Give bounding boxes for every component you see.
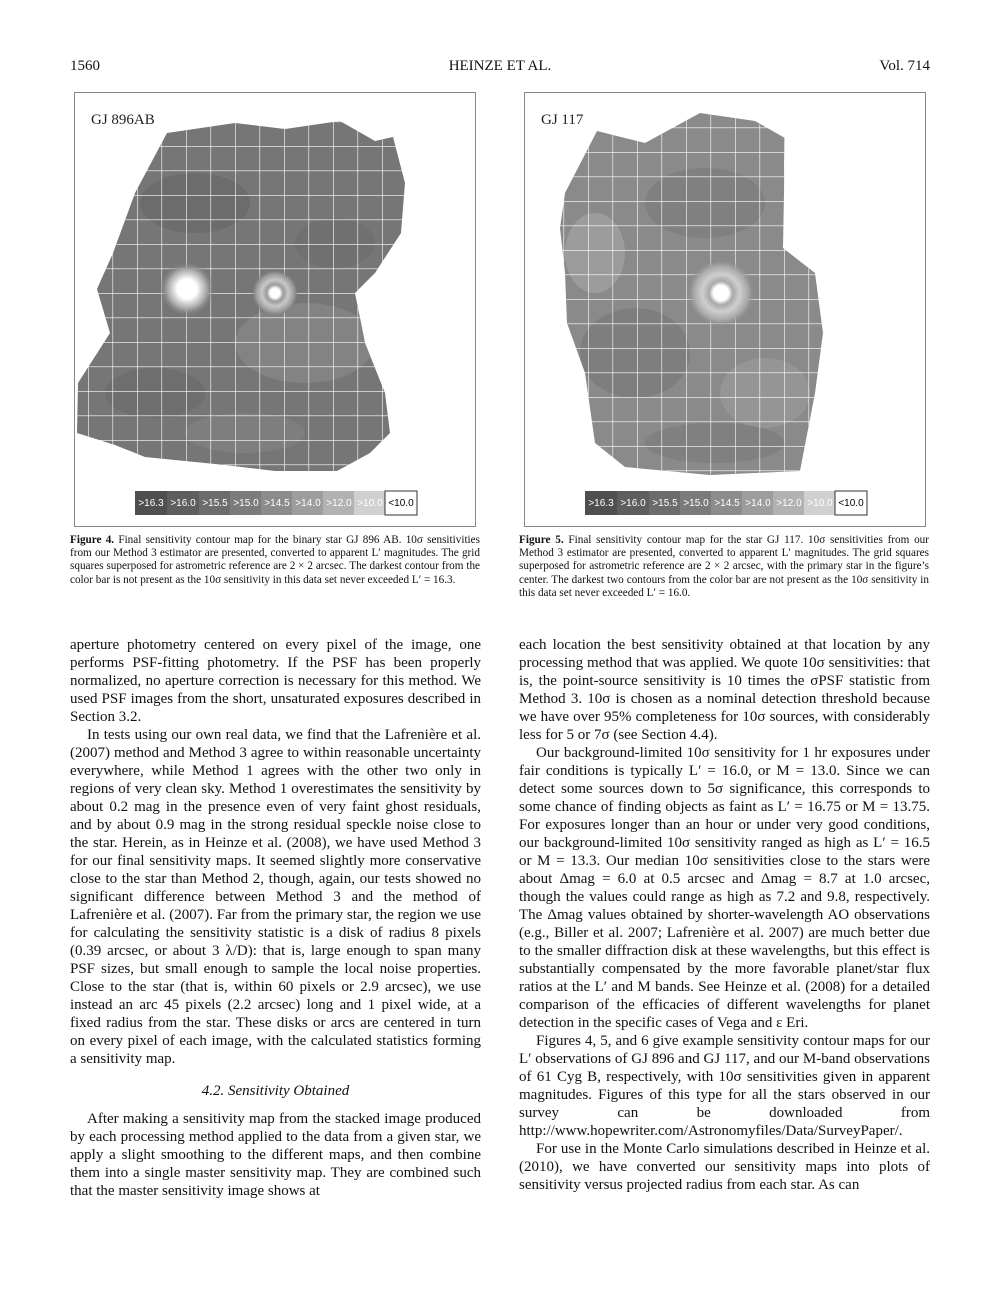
right-column: each location the best sensitivity obtai… xyxy=(519,636,930,1194)
legend-5-1: >16.3 xyxy=(588,498,614,509)
legend-4-3: >15.5 xyxy=(202,498,228,509)
legend-4-2: >16.0 xyxy=(170,498,196,509)
left-paragraph-2: In tests using our own real data, we fin… xyxy=(70,727,481,1067)
legend-5-3: >15.5 xyxy=(652,498,678,509)
legend-4-9: <10.0 xyxy=(388,498,414,509)
figure-4-caption-label: Figure 4. xyxy=(70,534,115,546)
legend-5-4: >15.0 xyxy=(683,498,709,509)
left-paragraph-3: After making a sensitivity map from the … xyxy=(70,1111,481,1199)
figure-5-label: GJ 117 xyxy=(541,112,584,128)
legend-5-2: >16.0 xyxy=(620,498,646,509)
legend-5-6: >14.0 xyxy=(745,498,771,509)
figure-5-image: GJ 117 >16.3 >16.0 >15.5 >15.0 >14.5 >1 xyxy=(524,92,926,527)
running-header-authors: HEINZE ET AL. xyxy=(448,58,552,74)
figure-5-caption-text: Final sensitivity contour map for the st… xyxy=(519,534,929,599)
page-number: 1560 xyxy=(70,58,100,74)
section-title: 4.2. Sensitivity Obtained xyxy=(201,1083,350,1099)
left-column: aperture photometry centered on every pi… xyxy=(70,636,481,1200)
legend-4-8: >10.0 xyxy=(357,498,383,509)
right-paragraph-2: Our background-limited 10σ sensitivity f… xyxy=(519,745,930,1031)
figure-4-colorbar: >16.3 >16.0 >15.5 >15.0 >14.5 >14.0 >12.… xyxy=(135,490,418,516)
legend-5-8: >10.0 xyxy=(807,498,833,509)
legend-5-7: >12.0 xyxy=(776,498,802,509)
figure-4-caption: Figure 4. Final sensitivity contour map … xyxy=(70,534,480,587)
right-paragraph-1: each location the best sensitivity obtai… xyxy=(519,637,930,743)
legend-4-5: >14.5 xyxy=(264,498,290,509)
figure-4-label: GJ 896AB xyxy=(91,112,155,128)
figure-5-caption-label: Figure 5. xyxy=(519,534,564,546)
legend-4-6: >14.0 xyxy=(295,498,321,509)
figure-4-caption-text: Final sensitivity contour map for the bi… xyxy=(70,534,480,586)
right-paragraph-3: Figures 4, 5, and 6 give example sensiti… xyxy=(519,1033,930,1139)
figure-4-image: GJ 896AB >16.3 >16.0 >15.5 >15.0 >14.5 xyxy=(74,92,476,527)
legend-5-5: >14.5 xyxy=(714,498,740,509)
figure-5-colorbar: >16.3 >16.0 >15.5 >15.0 >14.5 >14.0 >12.… xyxy=(585,490,868,516)
legend-4-1: >16.3 xyxy=(138,498,164,509)
legend-4-7: >12.0 xyxy=(326,498,352,509)
left-paragraph-1: aperture photometry centered on every pi… xyxy=(70,637,481,725)
legend-5-9: <10.0 xyxy=(838,498,864,509)
volume-label: Vol. 714 xyxy=(879,58,930,74)
figure-5-caption: Figure 5. Final sensitivity contour map … xyxy=(519,534,929,600)
right-paragraph-4: For use in the Monte Carlo simulations d… xyxy=(519,1141,930,1193)
legend-4-4: >15.0 xyxy=(233,498,259,509)
